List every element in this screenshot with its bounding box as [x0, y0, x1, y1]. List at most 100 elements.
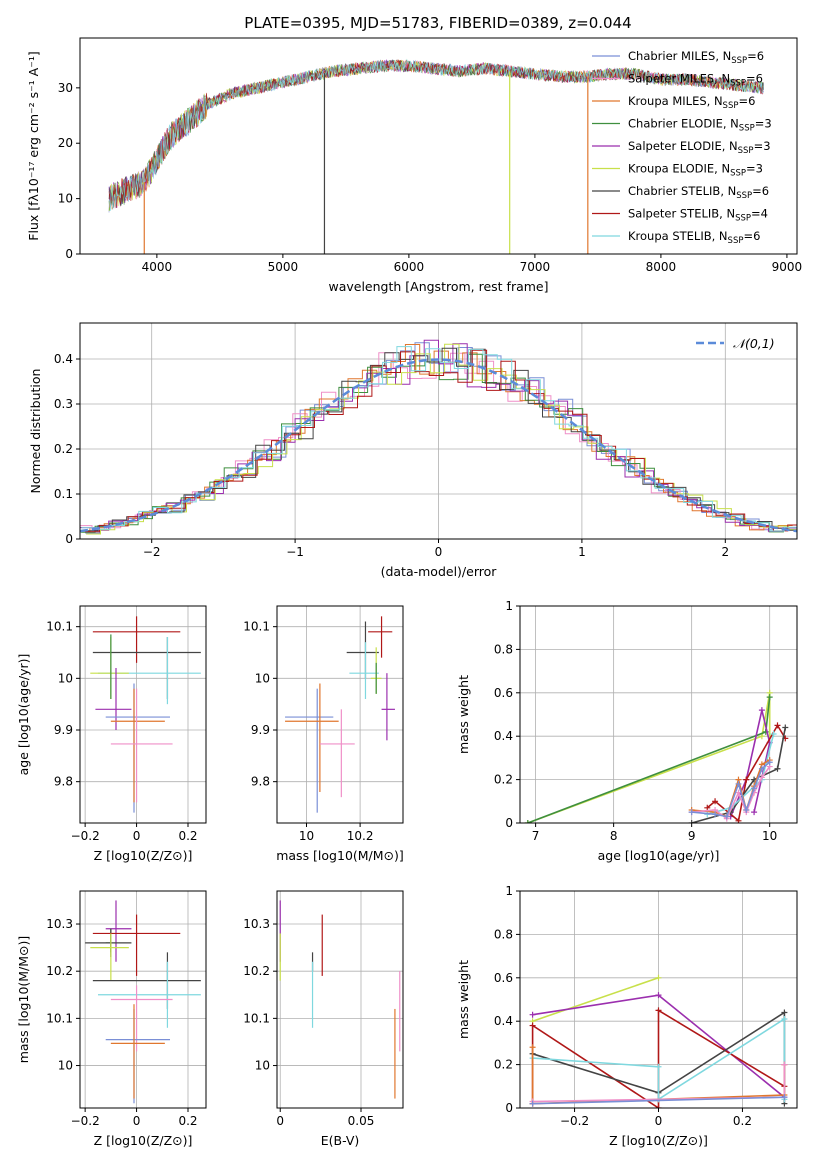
mass-weight-line-kroupa_stelib: [707, 733, 775, 816]
plot-area: [529, 974, 788, 1108]
panel-4: 7 8 9 10 0 0.2 0.4 0.6 0.8 1 age [log10(age/yr)] ma…: [456, 599, 798, 863]
x-axis-label: mass [log10(M/M⊙)]: [276, 848, 404, 863]
y-tick-label: 0.6: [494, 971, 513, 985]
y-tick-label: 10.1: [46, 620, 73, 634]
mass-weight-marker-salpeter_stelib: [704, 804, 711, 811]
legend-label-normal: 𝒩(0,1): [733, 336, 775, 351]
x-tick-label: 7: [532, 829, 540, 843]
x-tick-label: 2: [721, 545, 729, 559]
panel-7: −0.2 0 0.2 0 0.2 0.4 0.6 0.8 1 Z [log10(Z/Z⊙)] mas…: [456, 884, 798, 1148]
x-axis-label: Z [log10(Z/Z⊙)]: [609, 1133, 708, 1148]
x-tick-label: −0.2: [71, 829, 100, 843]
y-tick-label: 10.3: [46, 917, 73, 931]
spectrum-line-kroupa_stelib: [108, 58, 764, 211]
mass-weight-marker-salpeter_stelib: [743, 776, 750, 783]
y-tick-label: 0: [65, 247, 73, 261]
x-tick-label: 0: [133, 829, 141, 843]
legend-label-kroupa_stelib: Kroupa STELIB, NSSP=6: [628, 229, 760, 246]
y-tick-label: 9.8: [54, 775, 73, 789]
axes-frame: [276, 890, 404, 1109]
y-tick-label: 10: [58, 671, 73, 685]
histogram-kroupa_stelib: [81, 346, 797, 532]
mass-weight-line-salpeter_miles: [691, 766, 771, 820]
mass-weight-marker-kroupa_miles: [529, 1044, 536, 1051]
y-tick-label: 0.8: [494, 927, 513, 941]
panel-0: 4000 5000 6000 7000 8000 9000 0 10 20 30 wavelengt…: [26, 37, 802, 294]
histogram-chabrier_elodie: [80, 353, 797, 533]
legend-label-text: =6: [752, 184, 769, 198]
x-tick-label: 5000: [268, 260, 299, 274]
y-tick-label: 0.8: [494, 642, 513, 656]
legend-label-subscript: SSP: [739, 124, 755, 134]
mass-weight-marker-chabrier_miles: [712, 811, 719, 818]
plot-area: [524, 689, 789, 823]
x-axis-label: (data-model)/error: [381, 564, 498, 579]
x-axis-label: wavelength [Angstrom, rest frame]: [328, 279, 548, 294]
legend-label-subscript: SSP: [728, 236, 744, 246]
legend-label-text: =3: [746, 162, 763, 176]
y-tick-label: 0.4: [494, 1014, 513, 1028]
mass-weight-marker-kroupa_stelib: [781, 1016, 788, 1023]
axes-frame: [79, 890, 207, 1109]
panel-6: 0 0.05 10 10.1 10.2 10.3 E(B-V): [243, 890, 404, 1148]
mass-weight-marker-salpeter_stelib: [774, 722, 781, 729]
plot-area: [80, 339, 797, 535]
figure-title: PLATE=0395, MJD=51783, FIBERID=0389, z=0…: [244, 14, 631, 32]
mass-weight-marker-salpeter_stelib: [655, 1105, 662, 1108]
y-tick-label: 10.1: [243, 620, 270, 634]
y-axis-label: mass weight: [456, 675, 471, 754]
axes-frame: [79, 322, 798, 540]
y-axis-label: mass [log10(M/M⊙)]: [16, 936, 31, 1064]
y-tick-label: 10: [58, 1059, 73, 1073]
mass-weight-marker-kroupa_stelib: [770, 731, 777, 738]
mass-weight-line-kroupa_elodie: [527, 692, 771, 823]
legend-label-kroupa_elodie: Kroupa ELODIE, NSSP=3: [628, 162, 763, 179]
legend-label-chabrier_elodie: Chabrier ELODIE, NSSP=3: [628, 117, 772, 134]
x-axis-label: age [log10(age/yr)]: [598, 848, 720, 863]
legend-label-subscript: SSP: [736, 191, 752, 201]
mass-weight-marker-chabrier_miles: [781, 1094, 788, 1101]
y-tick-label: 10.2: [243, 964, 270, 978]
plot-area: [85, 900, 201, 1104]
mass-weight-marker-chabrier_stelib: [774, 765, 781, 772]
x-tick-label: 10: [762, 829, 777, 843]
x-tick-label: 0.2: [178, 829, 197, 843]
y-tick-label: 0: [65, 532, 73, 546]
y-tick-label: 0.6: [494, 686, 513, 700]
axes-frame: [79, 37, 798, 255]
mass-weight-marker-salpeter_elodie: [529, 1011, 536, 1018]
y-tick-label: 10: [255, 1059, 270, 1073]
mass-weight-marker-salpeter_stelib: [655, 1007, 662, 1014]
x-tick-label: 0: [655, 1114, 663, 1128]
mass-weight-marker-chabrier_stelib: [782, 724, 789, 731]
mass-weight-marker-chabrier_miles: [751, 785, 758, 792]
plot-area: [108, 58, 764, 254]
y-tick-label: 0.1: [54, 487, 73, 501]
legend-label-salpeter_elodie: Salpeter ELODIE, NSSP=3: [628, 139, 771, 156]
mass-weight-line-kroupa_elodie: [532, 977, 659, 1022]
mass-weight-marker-chabrier_miles: [766, 759, 773, 766]
legend-label-text: Kroupa MILES, N: [628, 94, 723, 108]
mass-weight-marker-kroupa_elodie: [655, 974, 662, 981]
axes-frame: [276, 605, 404, 824]
plot-area: [285, 616, 395, 813]
legend-label-salpeter_miles: Salpeter MILES, NSSP=6: [628, 72, 763, 89]
legend-label-text: =3: [754, 139, 771, 153]
normal-curve: [80, 358, 797, 533]
y-tick-label: 10.1: [243, 1011, 270, 1025]
mass-weight-marker-salpeter_elodie: [751, 809, 758, 816]
mass-weight-marker-kroupa_stelib: [655, 1063, 662, 1070]
x-tick-label: 8: [610, 829, 618, 843]
y-tick-label: 10.1: [46, 1011, 73, 1025]
y-tick-label: 10.2: [46, 964, 73, 978]
x-tick-label: 0: [276, 1114, 284, 1128]
x-axis-label: Z [log10(Z/Z⊙)]: [94, 1133, 193, 1148]
x-tick-label: 6000: [394, 260, 425, 274]
legend-label-chabrier_stelib: Chabrier STELIB, NSSP=6: [628, 184, 769, 201]
panel-3: 10 10.2 9.8 9.9 10 10.1 mass [log10(M/M⊙)]: [243, 605, 404, 863]
legend-label-text: =6: [747, 49, 764, 63]
mass-weight-marker-chabrier_miles: [758, 765, 765, 772]
x-tick-label: −1: [286, 545, 304, 559]
legend-label-text: Salpeter STELIB, N: [628, 207, 735, 221]
